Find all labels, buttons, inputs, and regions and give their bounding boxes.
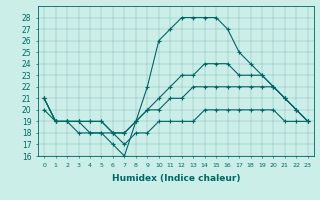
X-axis label: Humidex (Indice chaleur): Humidex (Indice chaleur) [112,174,240,183]
